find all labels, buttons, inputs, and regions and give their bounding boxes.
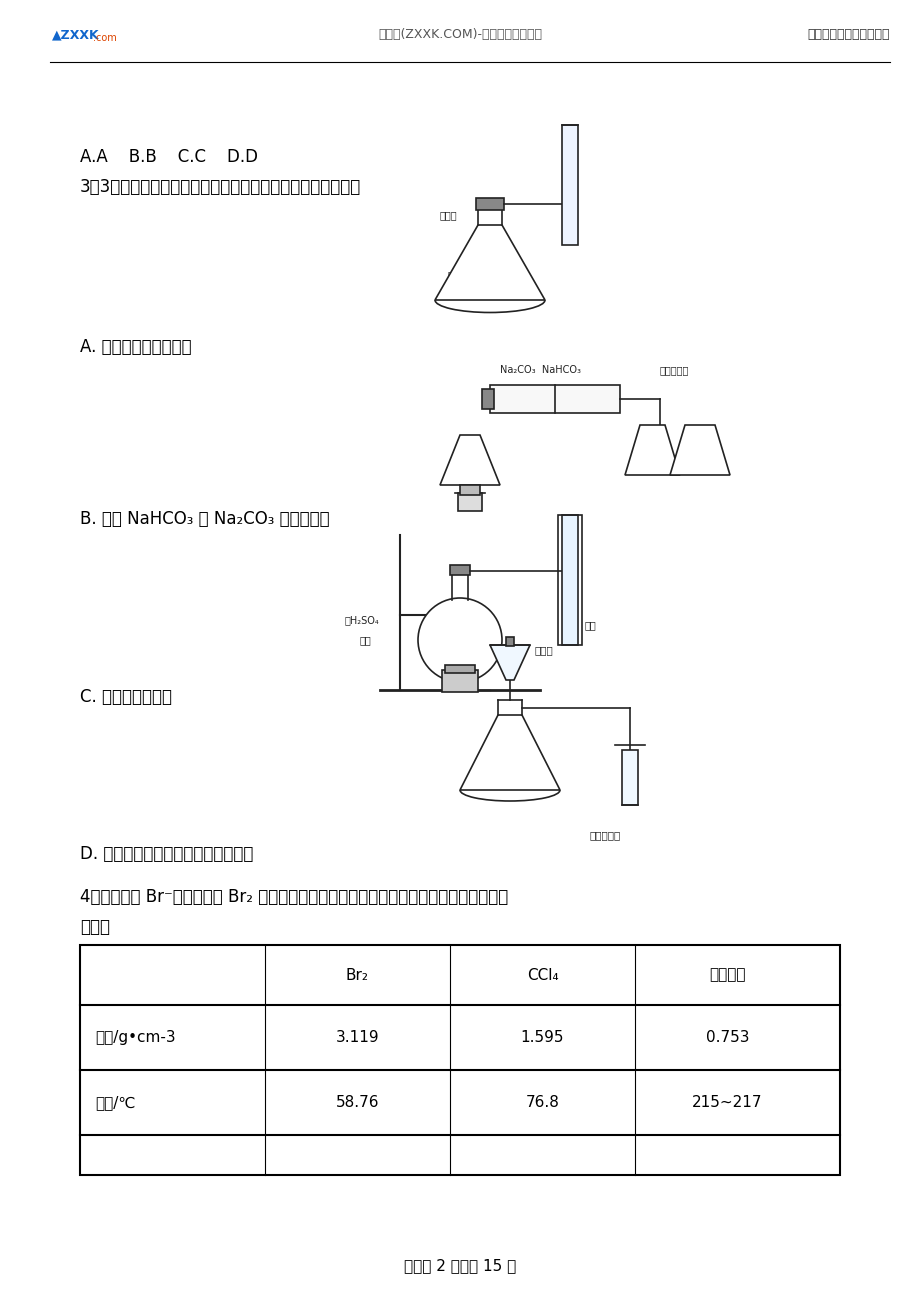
- Polygon shape: [669, 424, 729, 475]
- Text: C. 制取并检验乙烯: C. 制取并检验乙烯: [80, 687, 172, 706]
- Polygon shape: [439, 435, 499, 486]
- Bar: [80, 945, 839, 1174]
- Bar: [482, 389, 494, 409]
- Text: 试卷第 2 页，总 15 页: 试卷第 2 页，总 15 页: [403, 1258, 516, 1273]
- Text: 学科网(ZXXK.COM)-学海泛舟系列资料: 学科网(ZXXK.COM)-学海泛舟系列资料: [378, 29, 541, 42]
- Text: 正十二烷: 正十二烷: [709, 967, 745, 983]
- Text: Br₂: Br₂: [346, 967, 369, 983]
- Text: CCl₄: CCl₄: [526, 967, 558, 983]
- Bar: [490, 385, 619, 413]
- Text: 硅酸钠溶液: 硅酸钠溶液: [589, 829, 620, 840]
- Text: 1.595: 1.595: [520, 1030, 563, 1046]
- Text: 乙醇: 乙醇: [359, 635, 371, 644]
- Bar: [562, 125, 577, 245]
- Bar: [621, 750, 637, 805]
- Text: 积水: 积水: [584, 620, 596, 630]
- Text: 3．3．用下列实验装置完成对应的实验，能达到实验目的的是: 3．3．用下列实验装置完成对应的实验，能达到实验目的的是: [80, 178, 361, 197]
- Text: 0.753: 0.753: [705, 1030, 748, 1046]
- Text: 稀氨水: 稀氨水: [439, 210, 457, 220]
- Text: 澄清石灰水: 澄清石灰水: [659, 365, 688, 375]
- Text: ▲ZXXK: ▲ZXXK: [52, 29, 99, 42]
- Bar: [460, 486, 480, 495]
- Bar: [449, 565, 470, 575]
- Bar: [562, 516, 577, 644]
- Polygon shape: [490, 644, 529, 680]
- Text: .com: .com: [93, 33, 117, 43]
- Text: 58.76: 58.76: [335, 1095, 379, 1111]
- Text: 密度/g•cm-3: 密度/g•cm-3: [95, 1030, 176, 1046]
- Text: Na₂CO₃  NaHCO₃: Na₂CO₃ NaHCO₃: [499, 365, 581, 375]
- Bar: [558, 516, 582, 644]
- Bar: [445, 665, 474, 673]
- Bar: [458, 493, 482, 510]
- Text: 4．一种从含 Br⁻废水中提取 Br₂ 的过程，包括过滤、氧化、正十二烷萃取及蒸馏等步骤。: 4．一种从含 Br⁻废水中提取 Br₂ 的过程，包括过滤、氧化、正十二烷萃取及蒸…: [80, 888, 507, 906]
- Text: 浓H₂SO₄: 浓H₂SO₄: [345, 615, 380, 625]
- Text: CaCO₃: CaCO₃: [495, 755, 529, 766]
- Text: 已知：: 已知：: [80, 918, 110, 936]
- Text: 生石灰: 生石灰: [448, 270, 465, 280]
- Text: D. 比较盐酸、碳酸、硅酸的酸性强弱: D. 比较盐酸、碳酸、硅酸的酸性强弱: [80, 845, 253, 863]
- Text: B. 比较 NaHCO₃ 和 Na₂CO₃ 的热稳定性: B. 比较 NaHCO₃ 和 Na₂CO₃ 的热稳定性: [80, 510, 329, 529]
- Bar: [505, 637, 514, 646]
- Circle shape: [417, 598, 502, 682]
- Text: 76.8: 76.8: [525, 1095, 559, 1111]
- Text: 215~217: 215~217: [691, 1095, 762, 1111]
- Text: A. 制取并收集少量氨气: A. 制取并收集少量氨气: [80, 339, 191, 355]
- Polygon shape: [460, 715, 560, 790]
- Bar: [475, 198, 504, 210]
- Text: A.A    B.B    C.C    D.D: A.A B.B C.C D.D: [80, 148, 257, 165]
- Text: 浓盐酸: 浓盐酸: [535, 644, 553, 655]
- Text: 上学科网，下精品资料！: 上学科网，下精品资料！: [807, 29, 889, 42]
- Polygon shape: [435, 225, 544, 299]
- Text: 沸点/℃: 沸点/℃: [95, 1095, 135, 1111]
- Polygon shape: [624, 424, 679, 475]
- Bar: [441, 671, 478, 691]
- Text: 3.119: 3.119: [335, 1030, 379, 1046]
